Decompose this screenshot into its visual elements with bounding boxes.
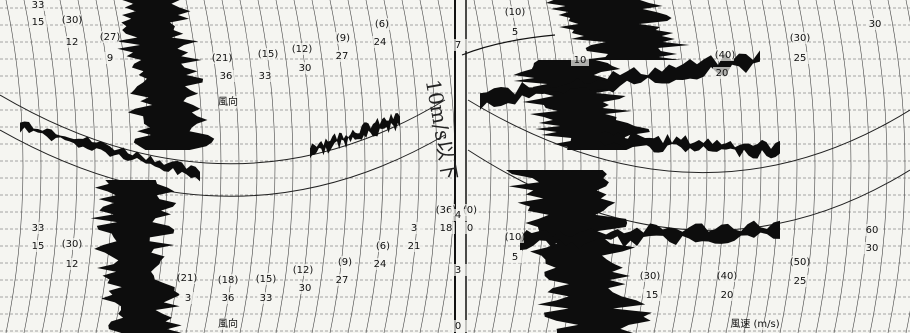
scale-label: (40)	[715, 50, 736, 61]
scale-label: (12)	[293, 265, 314, 276]
scale-label: 27	[336, 275, 349, 286]
scale-label: 30	[299, 283, 312, 294]
scale-label: (15)	[256, 274, 277, 285]
scale-label: (30)	[62, 15, 83, 26]
scale-label: (15)	[258, 49, 279, 60]
scale-label: (21)	[177, 273, 198, 284]
scale-label: 36	[220, 71, 233, 82]
scale-label: 3	[185, 293, 191, 304]
scale-label: 33	[259, 71, 272, 82]
scale-label: 60	[866, 225, 879, 236]
scale-label: (50)	[790, 257, 811, 268]
scale-label: 15	[646, 290, 659, 301]
scale-label: (10)	[505, 232, 526, 243]
chart-scan: 3315(30)12(27)9(21)36(15)33(12)30(9)27(6…	[0, 0, 910, 333]
scale-label: 36	[222, 293, 235, 304]
scale-label: 3	[411, 223, 417, 234]
scale-label: 30	[869, 19, 882, 30]
scale-label: (9)	[336, 33, 350, 44]
scale-label: 風向	[218, 317, 238, 330]
scale-label: 4	[455, 210, 461, 221]
scale-label: 5	[512, 252, 518, 263]
scale-label: (30)	[790, 33, 811, 44]
scale-label: 20	[721, 290, 734, 301]
scale-label: 30	[866, 243, 879, 254]
scale-label: 9	[107, 53, 113, 64]
scale-label: 3	[455, 265, 461, 276]
scale-label: 33	[260, 293, 273, 304]
scale-label: 21	[408, 241, 421, 252]
scale-label: 24	[374, 259, 387, 270]
scale-label: 20	[716, 68, 729, 79]
scale-label: 12	[66, 37, 79, 48]
scale-label: 27	[336, 51, 349, 62]
scale-label: (12)	[292, 44, 313, 55]
scale-label: 7	[455, 40, 461, 51]
scale-label: (30)	[640, 271, 661, 282]
scale-label: 風速 (m/s)	[730, 318, 779, 330]
scale-label: 24	[374, 37, 387, 48]
scale-label: 5	[512, 27, 518, 38]
scale-label: 33	[32, 223, 45, 234]
scale-label: (21)	[212, 53, 233, 64]
scale-label: 12	[66, 259, 79, 270]
scale-label: 15	[32, 241, 45, 252]
scale-label: 風向	[218, 95, 238, 108]
scale-label: (6)	[376, 241, 390, 252]
scale-label: 15	[32, 17, 45, 28]
scale-label: (40)	[717, 271, 738, 282]
scale-label: 30	[299, 63, 312, 74]
scale-label: 0	[467, 223, 473, 234]
scale-label: (6)	[375, 19, 389, 30]
scale-label: (27)	[100, 32, 121, 43]
scale-label: (30)	[62, 239, 83, 250]
scale-label: (18)	[218, 275, 239, 286]
scale-label: 10	[574, 55, 587, 66]
scale-label: 18	[440, 223, 453, 234]
scale-label: (10)	[505, 7, 526, 18]
scale-label: (9)	[338, 257, 352, 268]
scale-label: 25	[794, 276, 807, 287]
scale-label: 0	[455, 321, 461, 332]
scale-label: 25	[794, 53, 807, 64]
scale-label: 33	[32, 0, 45, 11]
